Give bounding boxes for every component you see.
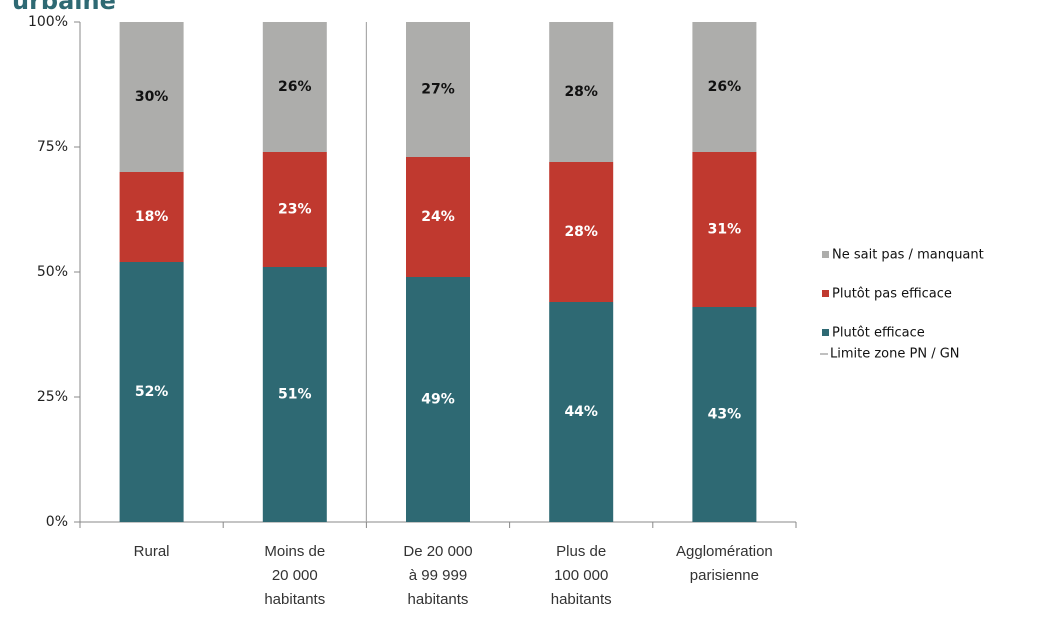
bar-segment — [262, 152, 327, 267]
y-tick-label: 50% — [37, 264, 68, 280]
y-tick-label: 75% — [37, 139, 68, 155]
x-tick-label: habitants — [264, 591, 325, 608]
x-tick-label: 100 000 — [554, 567, 608, 584]
legend-swatch — [822, 329, 829, 336]
x-tick-label: Rural — [134, 543, 170, 560]
data-label: 18% — [135, 209, 169, 225]
bar-segment — [262, 267, 327, 522]
data-label: 44% — [564, 404, 598, 420]
x-tick-label: à 99 999 — [409, 567, 467, 584]
data-label: 43% — [708, 407, 742, 423]
y-tick-label: 0% — [46, 514, 68, 530]
bar-segment — [692, 22, 757, 152]
legend-label: Ne sait pas / manquant — [832, 248, 984, 263]
bar-segment — [406, 157, 470, 277]
bar-segment — [692, 152, 757, 307]
legend-label: Plutôt efficace — [832, 326, 925, 341]
legend-swatch — [822, 290, 829, 297]
bar-segment — [119, 262, 184, 522]
data-label: 49% — [421, 392, 455, 408]
data-label: 30% — [135, 89, 169, 105]
x-tick-label: habitants — [408, 591, 469, 608]
bar-segment — [406, 22, 470, 157]
data-label: 24% — [421, 209, 455, 225]
data-label: 26% — [278, 79, 312, 95]
bar-segment — [262, 22, 327, 152]
data-label: 31% — [708, 222, 742, 238]
bar-segment — [119, 22, 184, 172]
x-tick-label: parisienne — [690, 567, 759, 584]
bar-segment — [549, 22, 614, 162]
data-label: 51% — [278, 387, 312, 403]
bar-segment — [549, 162, 614, 302]
x-tick-label: habitants — [551, 591, 612, 608]
bar-segment — [119, 172, 184, 262]
bar-segment — [406, 277, 470, 522]
bar-segment — [692, 307, 757, 522]
x-tick-label: Plus de — [556, 543, 606, 560]
legend-label: Limite zone PN / GN — [830, 347, 960, 362]
y-tick-label: 100% — [28, 14, 68, 30]
legend-swatch — [822, 251, 829, 258]
x-tick-label: Agglomération — [676, 543, 773, 560]
chart-title: urbaine — [12, 0, 116, 15]
data-label: 28% — [564, 84, 598, 100]
data-label: 52% — [135, 384, 169, 400]
x-tick-label: Moins de — [264, 543, 325, 560]
data-label: 26% — [708, 79, 742, 95]
y-tick-label: 25% — [37, 389, 68, 405]
x-tick-label: De 20 000 — [403, 543, 472, 560]
data-label: 27% — [421, 82, 455, 98]
data-label: 23% — [278, 202, 312, 218]
bar-segment — [549, 302, 614, 522]
legend-label: Plutôt pas efficace — [832, 287, 952, 302]
data-label: 28% — [564, 224, 598, 240]
x-tick-label: 20 000 — [272, 567, 318, 584]
